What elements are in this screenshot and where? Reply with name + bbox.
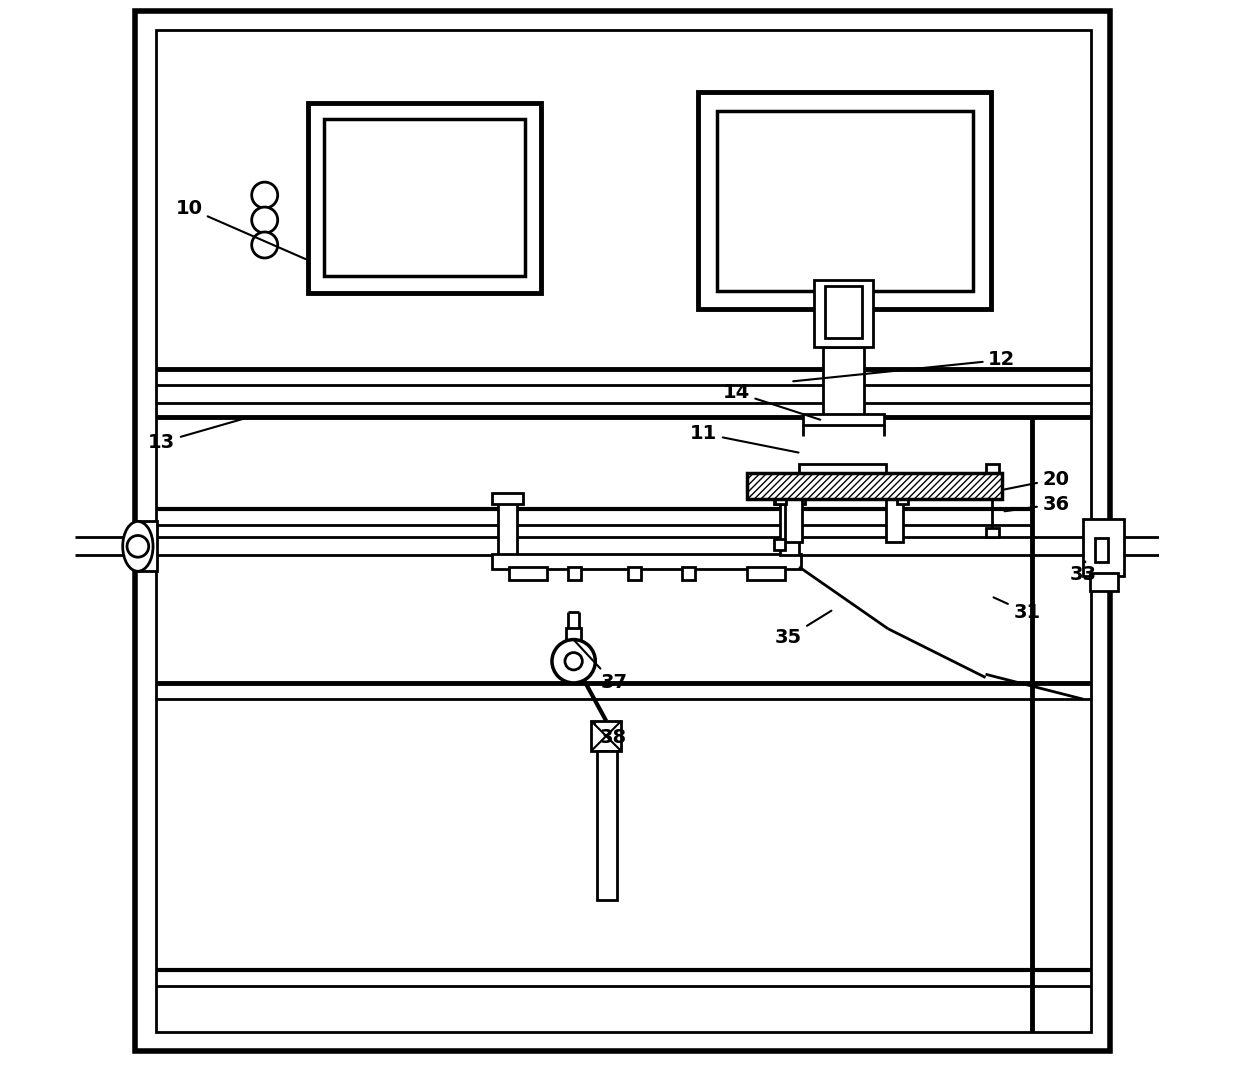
Bar xyxy=(774,493,805,504)
Bar xyxy=(747,567,785,580)
Bar xyxy=(497,501,517,555)
Bar xyxy=(717,111,972,291)
Text: 31: 31 xyxy=(993,597,1040,622)
Bar xyxy=(897,495,907,504)
Circle shape xyxy=(127,535,149,557)
Circle shape xyxy=(552,640,595,683)
Bar xyxy=(785,493,802,542)
Circle shape xyxy=(252,182,278,208)
Bar xyxy=(1090,573,1118,591)
Text: 20: 20 xyxy=(1004,469,1070,489)
Bar xyxy=(508,567,547,580)
Text: 13: 13 xyxy=(148,418,246,452)
Bar xyxy=(325,119,524,276)
Circle shape xyxy=(252,207,278,233)
Bar xyxy=(492,554,801,569)
Bar xyxy=(591,721,622,751)
Bar xyxy=(803,414,884,425)
Bar xyxy=(774,539,785,550)
Bar xyxy=(986,464,998,496)
Bar xyxy=(1095,538,1108,562)
Bar xyxy=(986,528,998,537)
Bar xyxy=(157,30,1091,1032)
Text: 38: 38 xyxy=(594,722,627,747)
Bar xyxy=(1083,519,1124,576)
Bar xyxy=(747,473,1002,499)
Bar xyxy=(628,567,640,580)
Bar xyxy=(774,473,813,481)
Bar xyxy=(823,347,864,417)
Text: 33: 33 xyxy=(1070,562,1097,584)
Bar xyxy=(597,751,617,900)
Text: 12: 12 xyxy=(793,350,1016,382)
Bar xyxy=(814,280,872,347)
Bar xyxy=(566,628,581,647)
Bar xyxy=(682,567,695,580)
Bar xyxy=(780,501,800,555)
Bar xyxy=(826,286,863,338)
Circle shape xyxy=(565,653,582,670)
Bar xyxy=(568,567,581,580)
Text: 37: 37 xyxy=(574,640,627,693)
Bar xyxy=(308,103,542,293)
Bar xyxy=(800,464,886,477)
Bar xyxy=(775,495,786,504)
Bar xyxy=(886,492,903,542)
Text: 35: 35 xyxy=(775,610,832,647)
Bar xyxy=(492,493,523,504)
Text: 10: 10 xyxy=(175,198,306,259)
Bar xyxy=(138,521,158,571)
Text: 11: 11 xyxy=(690,424,798,452)
Text: 36: 36 xyxy=(1004,494,1070,514)
Bar xyxy=(880,473,909,481)
Circle shape xyxy=(252,232,278,258)
Ellipse shape xyxy=(122,521,153,571)
Text: 14: 14 xyxy=(723,383,821,420)
Bar xyxy=(698,92,991,309)
